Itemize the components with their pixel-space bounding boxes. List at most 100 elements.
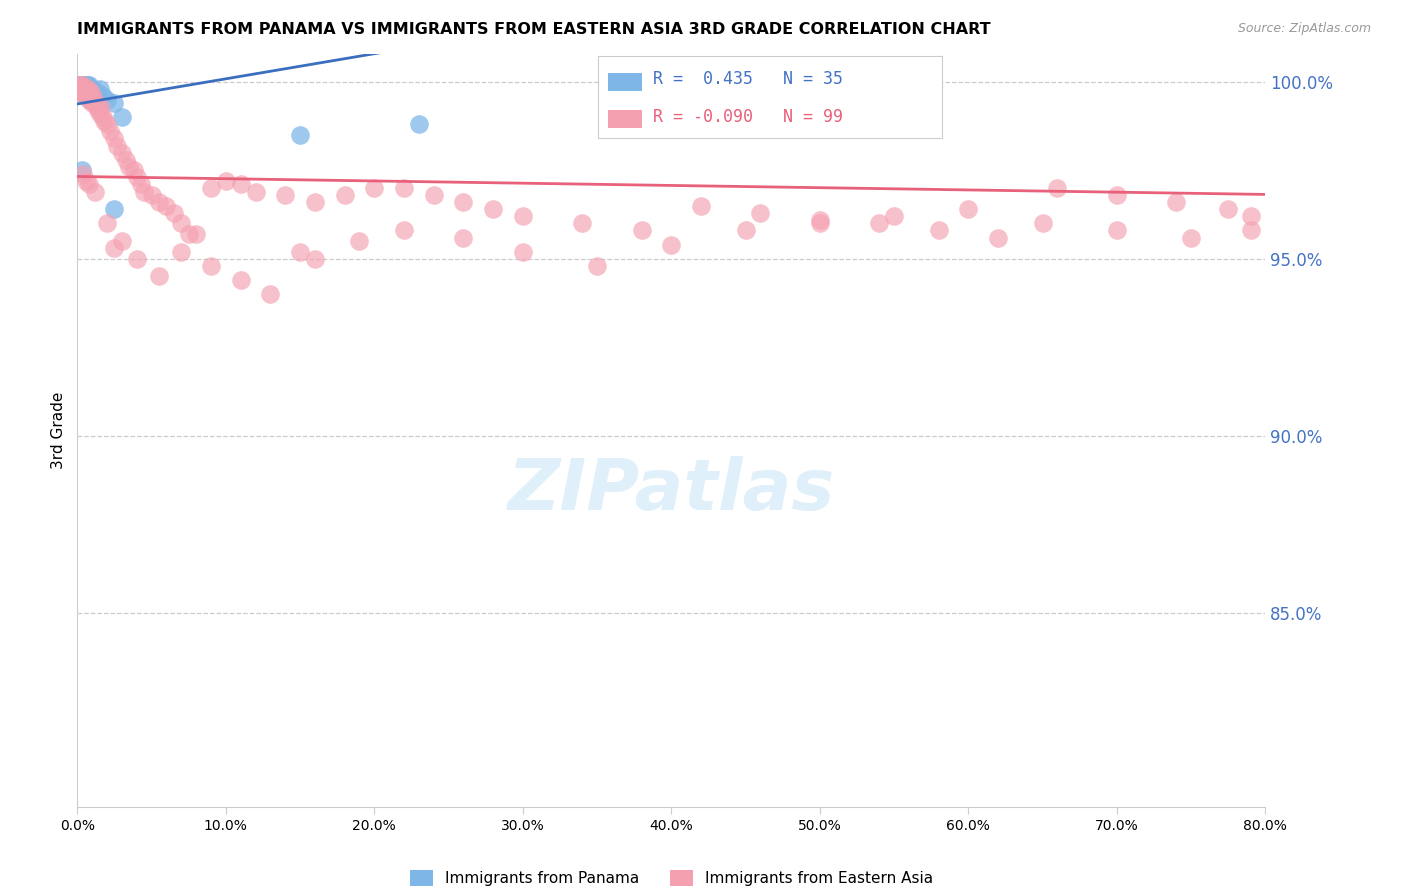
Point: [77, 78, 100, 93]
Point: [512, 244, 534, 259]
Point: [67, 78, 90, 93]
Point: [304, 252, 326, 266]
Point: [453, 195, 475, 210]
Legend: Immigrants from Panama, Immigrants from Eastern Asia: Immigrants from Panama, Immigrants from …: [409, 871, 934, 887]
Point: [482, 202, 505, 217]
Text: ZIPatlas: ZIPatlas: [508, 456, 835, 525]
Point: [808, 212, 831, 227]
Point: [91, 89, 114, 103]
Point: [163, 206, 186, 220]
Point: [661, 237, 683, 252]
Point: [118, 160, 141, 174]
Point: [363, 181, 385, 195]
Point: [98, 124, 121, 138]
Point: [259, 287, 281, 301]
Point: [808, 216, 831, 230]
Point: [90, 100, 112, 114]
Point: [229, 273, 252, 287]
Point: [103, 131, 125, 145]
Point: [630, 223, 652, 237]
Point: [77, 82, 100, 96]
Point: [245, 185, 267, 199]
Point: [111, 234, 134, 248]
Point: [148, 269, 170, 284]
Point: [111, 145, 134, 160]
Point: [103, 202, 125, 217]
Point: [170, 216, 193, 230]
Point: [72, 82, 94, 96]
Point: [96, 216, 118, 230]
Point: [80, 86, 103, 100]
Point: [288, 244, 311, 259]
Point: [103, 96, 125, 111]
Point: [69, 78, 91, 93]
Text: Source: ZipAtlas.com: Source: ZipAtlas.com: [1237, 22, 1371, 36]
Point: [75, 82, 97, 96]
Point: [73, 89, 96, 103]
Point: [392, 223, 415, 237]
Point: [76, 82, 98, 96]
Point: [80, 86, 103, 100]
Point: [125, 170, 148, 185]
Point: [84, 89, 107, 103]
Point: [76, 82, 98, 96]
Point: [70, 86, 93, 100]
Point: [73, 82, 96, 96]
Point: [69, 78, 91, 93]
Point: [69, 82, 91, 96]
Point: [957, 202, 980, 217]
Point: [76, 86, 98, 100]
Point: [304, 195, 326, 210]
Point: [928, 223, 950, 237]
Point: [73, 86, 96, 100]
Text: R =  0.435   N = 35: R = 0.435 N = 35: [652, 70, 842, 88]
Point: [170, 244, 193, 259]
Point: [77, 86, 100, 100]
Point: [69, 82, 91, 96]
Point: [134, 185, 156, 199]
Point: [103, 241, 125, 255]
Point: [186, 227, 208, 241]
Point: [129, 178, 152, 192]
Point: [141, 188, 163, 202]
Point: [70, 78, 93, 93]
Point: [86, 100, 108, 114]
Point: [84, 96, 107, 111]
Point: [987, 230, 1010, 244]
Point: [868, 216, 890, 230]
Point: [75, 86, 97, 100]
Point: [77, 178, 100, 192]
Point: [89, 106, 111, 120]
Point: [392, 181, 415, 195]
Point: [70, 82, 93, 96]
Point: [177, 227, 200, 241]
Point: [883, 209, 905, 223]
Point: [453, 230, 475, 244]
Text: IMMIGRANTS FROM PANAMA VS IMMIGRANTS FROM EASTERN ASIA 3RD GRADE CORRELATION CHA: IMMIGRANTS FROM PANAMA VS IMMIGRANTS FRO…: [77, 22, 991, 37]
Point: [749, 206, 772, 220]
Point: [70, 163, 93, 178]
Point: [96, 93, 118, 107]
Point: [423, 188, 446, 202]
Point: [122, 163, 145, 178]
Point: [1032, 216, 1054, 230]
Point: [70, 82, 93, 96]
Point: [72, 78, 94, 93]
Point: [571, 216, 593, 230]
Point: [1180, 230, 1202, 244]
Point: [1046, 181, 1069, 195]
Point: [1239, 209, 1261, 223]
Point: [83, 93, 105, 107]
Point: [734, 223, 756, 237]
Point: [75, 174, 97, 188]
Bar: [607, 72, 643, 91]
Point: [75, 86, 97, 100]
Point: [148, 195, 170, 210]
Point: [93, 113, 115, 128]
Point: [72, 78, 94, 93]
Point: [1105, 188, 1128, 202]
Point: [690, 199, 713, 213]
Point: [91, 110, 114, 124]
Point: [586, 259, 609, 273]
Point: [115, 153, 138, 167]
